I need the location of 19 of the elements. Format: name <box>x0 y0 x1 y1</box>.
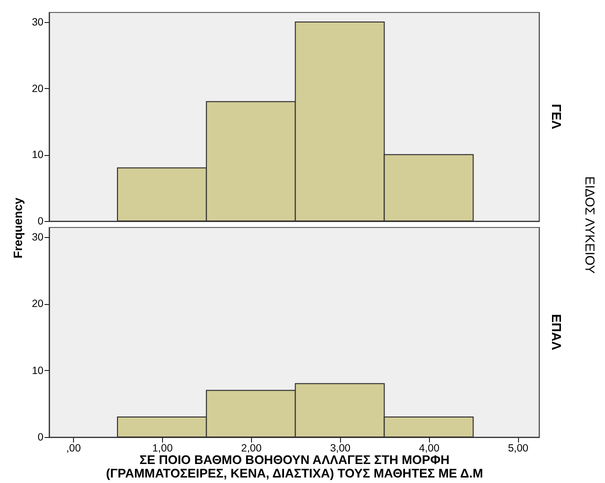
x-tick-label: 2,00 <box>241 442 262 454</box>
y-tick-label: 10 <box>32 364 44 377</box>
y-tick-label: 0 <box>38 216 44 228</box>
y-tick-label: 30 <box>32 232 44 244</box>
text: ΕΙΔΟΣ ΛΥΚΕΙΟΥ <box>582 176 598 274</box>
y-tick-label: 20 <box>32 298 44 310</box>
x-tick-label: 1,00 <box>152 442 173 454</box>
y-axis-title: Frequency <box>11 198 25 258</box>
y2-axis-title: ΓΕΛ <box>549 104 564 130</box>
x-axis-title: ΣΕ ΠΟΙΟ ΒΑΘΜΟ ΒΟΗΘΟΥΝ ΑΛΛΑΓΕΣ ΣΤΗ ΜΟΡΦΗ (ΓΡΑΜΜΑΤΟΣΕΙΡΕΣ, ΚΕΝΑ, ΔΙΑΣΤΙΧΑ) ΤΟΥΣ ΜΑΘΗΤΕΣ ΜΕ Δ.Μ <box>106 453 484 480</box>
y-tick-label: 20 <box>32 82 44 95</box>
y2-axis-title: ΕΠΑΛ <box>549 314 564 350</box>
y-tick-label: 10 <box>32 149 44 162</box>
x-tick-label: 4,00 <box>419 442 440 454</box>
x-tick-label: 5,00 <box>508 442 529 454</box>
x-tick-label: 3,00 <box>330 442 351 454</box>
y-tick-label: 0 <box>38 432 44 444</box>
y-tick-label: 30 <box>32 16 44 28</box>
x-tick-label: ,00 <box>66 442 81 454</box>
